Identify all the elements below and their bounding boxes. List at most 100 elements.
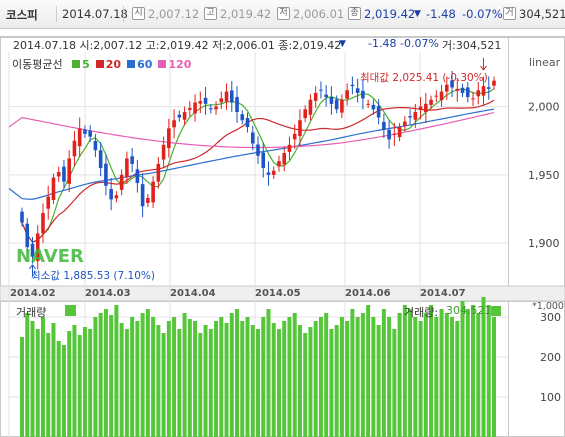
volume-bar <box>455 321 460 437</box>
candle-body <box>151 181 155 203</box>
volume-bar <box>339 317 344 437</box>
min-marker-arrow-head <box>29 264 33 270</box>
quote-header: 코스피 2014.07.18 시 2,007.12 고 2,019.42 저 2… <box>0 0 565 29</box>
volume-bar <box>56 341 61 437</box>
candle-body <box>88 130 92 137</box>
separator <box>56 6 57 22</box>
candle-body <box>214 106 218 110</box>
candle-body <box>235 97 239 113</box>
candle-body <box>445 84 449 92</box>
volume-bar <box>465 309 470 437</box>
volume-tick-label: 300 <box>540 311 561 324</box>
volume-unit: *1,000 <box>532 301 564 312</box>
candle-body <box>298 120 302 137</box>
candle-body <box>240 114 245 121</box>
candle-body <box>20 211 24 223</box>
naver-watermark: NAVER <box>16 246 84 267</box>
info-volume: 거:304,521 <box>442 39 502 52</box>
volume-bar <box>282 321 287 437</box>
volume-bar <box>166 321 171 437</box>
volume-bar <box>334 325 339 437</box>
volume-bar <box>371 317 376 437</box>
ma-swatch-60 <box>127 60 136 68</box>
month-tick-label: 2014.03 <box>85 288 131 299</box>
candle-body <box>77 128 82 147</box>
change-percent: -0.07% <box>462 7 503 21</box>
volume-bar <box>387 317 392 437</box>
separator <box>123 6 124 22</box>
candle-body <box>397 127 402 138</box>
candle-body <box>471 98 475 100</box>
quote-date: 2014.07.18 <box>62 7 128 21</box>
volume-bar <box>151 317 156 437</box>
ma-legend: 이동평균선 5 20 60 120 <box>12 56 191 72</box>
candle-body <box>35 233 40 262</box>
month-tick-label: 2014.06 <box>345 288 391 299</box>
month-tick-label: 2014.07 <box>420 288 466 299</box>
volume-bar <box>418 321 423 437</box>
volume-bar <box>429 305 434 437</box>
volume-bar <box>203 325 208 437</box>
candle-body <box>465 87 470 98</box>
candle-body <box>439 91 444 101</box>
volume-bar <box>77 335 82 437</box>
candle-body <box>392 133 397 135</box>
candle-body <box>93 140 98 151</box>
candle-body <box>146 198 150 203</box>
volume-bar <box>392 329 397 437</box>
candle-body <box>56 172 61 177</box>
change-value: -1.48 <box>426 7 456 21</box>
month-tick-label: 2014.04 <box>170 288 216 299</box>
volume-bar <box>229 313 234 437</box>
open-price: 2,007.12 <box>148 7 200 21</box>
volume-bar <box>350 309 355 437</box>
max-marker-arrow-head <box>483 65 487 71</box>
volume-bar <box>35 329 40 437</box>
candle-body <box>308 99 313 115</box>
candle-body <box>319 89 323 91</box>
ma-label-20: 20 <box>105 58 122 71</box>
volume-bar <box>245 317 250 437</box>
volume-legend-swatch <box>65 305 76 316</box>
scale-label[interactable]: linear <box>529 56 561 69</box>
volume-bar <box>51 323 56 437</box>
low-price: 2,006.01 <box>293 7 345 21</box>
volume-bar <box>460 301 465 437</box>
close-price: 2,019.42 <box>364 7 416 21</box>
candle-body <box>224 91 229 102</box>
volume-icon: 거 <box>503 7 516 20</box>
volume-bar <box>413 317 418 437</box>
volume-bar <box>88 329 93 437</box>
volume-bar <box>208 329 213 437</box>
info-change: -1.48 <box>368 37 397 50</box>
volume-bar <box>93 317 98 437</box>
volume-bar <box>161 333 166 437</box>
candle-body <box>313 92 318 101</box>
max-annotation: 최대값 2,025.41 (-0.30%) <box>360 72 488 84</box>
candle-body <box>25 223 30 248</box>
volume-bar <box>408 309 413 437</box>
volume-bar <box>481 297 486 437</box>
candle-body <box>329 97 334 104</box>
volume-bar <box>256 329 260 437</box>
high-price: 2,019.42 <box>220 7 272 21</box>
ma-label-120: 120 <box>168 58 192 71</box>
volume-bar <box>182 313 187 437</box>
volume-tick-label: 200 <box>540 351 561 364</box>
price-tick-label: 1,950 <box>528 169 560 182</box>
volume-bar <box>318 317 323 437</box>
volume-bar <box>198 333 203 437</box>
volume-bar <box>82 327 87 437</box>
candle-body <box>345 90 349 99</box>
ma-60-line <box>8 108 495 200</box>
volume-bar <box>187 319 192 437</box>
candle-body <box>481 86 486 96</box>
candle-body <box>161 144 166 160</box>
price-volume-chart: 1,900 1,950 2,000 100 200 300 2014.02 2014.03 20… <box>0 36 565 437</box>
volume-bar <box>214 321 219 437</box>
volume-bar <box>492 317 496 437</box>
candle-body <box>277 161 281 167</box>
candle-body <box>434 95 439 97</box>
volume-title: 거래량 <box>16 306 47 319</box>
candle-body <box>340 99 344 113</box>
